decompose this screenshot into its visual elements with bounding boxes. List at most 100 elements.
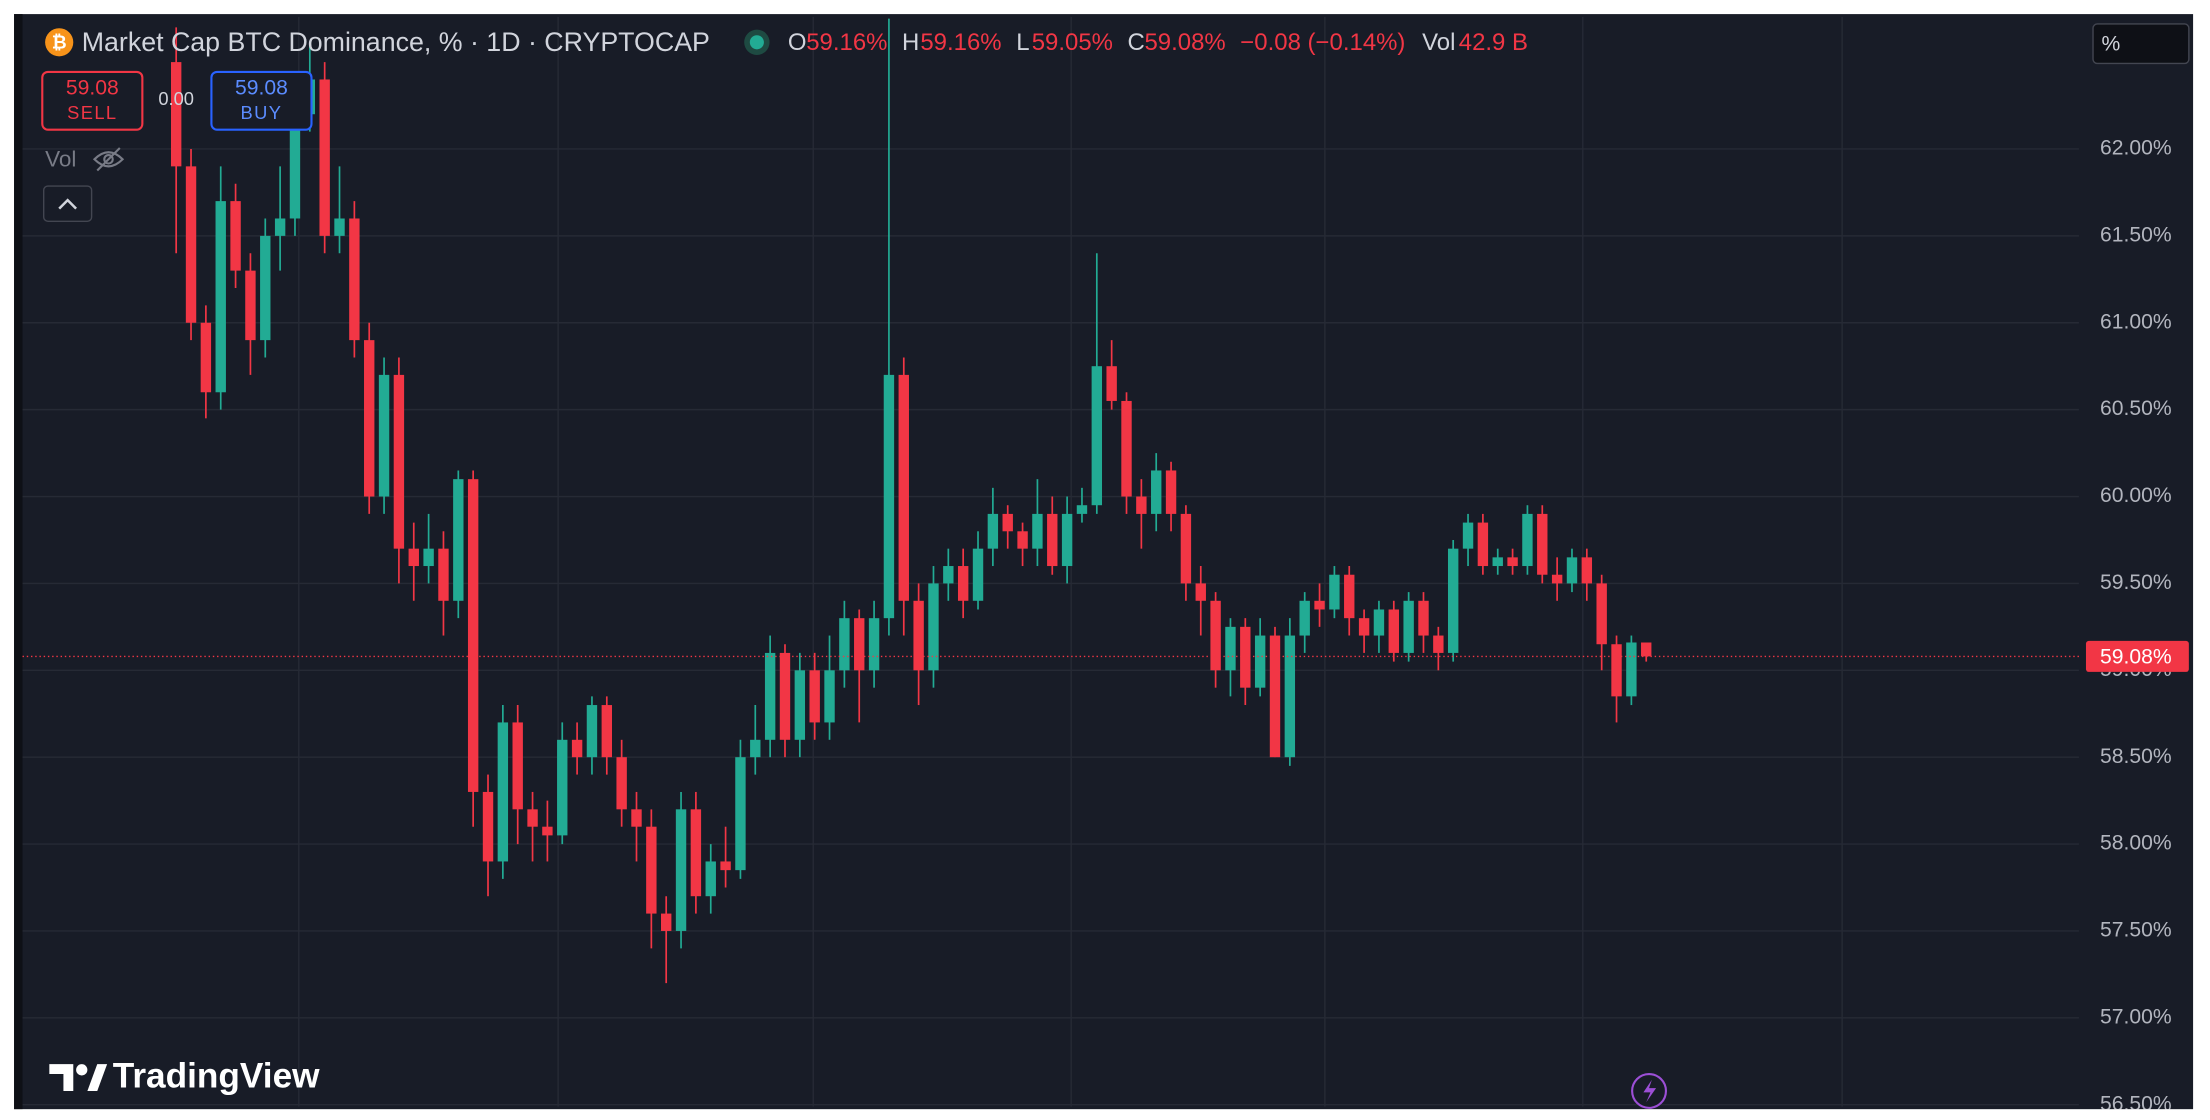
buy-button[interactable]: 59.08 BUY <box>210 70 313 131</box>
candle-body <box>1284 635 1296 758</box>
chart-title: Market Cap BTC Dominance, % · 1D · CRYPT… <box>82 27 710 57</box>
candle-body <box>1091 366 1103 506</box>
candle-body <box>616 757 627 810</box>
sell-price[interactable]: 59.08 <box>66 76 119 99</box>
candle-body <box>512 722 523 810</box>
change: −0.08 (−0.14%) <box>1240 29 1405 56</box>
candle-body <box>1180 513 1192 584</box>
buy-box[interactable] <box>210 70 313 131</box>
candle-body <box>1299 600 1310 636</box>
sell-label[interactable]: SELL <box>67 102 117 123</box>
candle-body <box>542 826 553 836</box>
candle-body <box>660 913 672 931</box>
btc-icon <box>45 28 74 57</box>
candle-body <box>260 235 271 341</box>
collapse-box[interactable] <box>42 185 93 222</box>
candle-body <box>1373 609 1385 636</box>
logo-mark <box>76 1064 88 1076</box>
candle-body <box>824 670 835 723</box>
chevron[interactable] <box>58 198 78 210</box>
candle-body <box>1002 513 1013 532</box>
eye-pupil[interactable] <box>103 153 114 165</box>
candle-body <box>274 218 286 236</box>
candle-body <box>1447 548 1459 653</box>
candle-body <box>557 739 568 836</box>
ohlc-value: 59.05% <box>1032 29 1113 56</box>
candle-body <box>1106 366 1117 401</box>
candle-body <box>1522 513 1533 567</box>
candle-body <box>779 652 791 740</box>
collapse-button[interactable] <box>42 185 93 222</box>
candle-body <box>794 670 806 740</box>
y-tick-label: 58.50% <box>2100 745 2172 768</box>
candle-body <box>1151 470 1162 514</box>
candle-body <box>185 166 197 323</box>
scale-box[interactable] <box>2092 23 2190 65</box>
bottom-margin <box>0 1109 2210 1120</box>
candle-body <box>1388 609 1399 653</box>
candle-body <box>898 374 909 601</box>
ohlc-label: L <box>1016 29 1029 56</box>
y-tick-label: 60.50% <box>2100 397 2172 420</box>
buy-price[interactable]: 59.08 <box>235 76 288 99</box>
candle-body <box>854 618 865 671</box>
scale-label[interactable]: % <box>2101 33 2120 56</box>
sell-button[interactable]: 59.08 SELL <box>41 70 144 131</box>
candle-body <box>364 340 375 497</box>
btc-icon-glyph: ₿ <box>52 32 67 53</box>
candle-body <box>393 374 405 549</box>
logo: TradingView <box>49 1057 320 1096</box>
ohlc-label: O <box>788 29 807 56</box>
candle-body <box>1492 557 1503 567</box>
candle-body <box>764 652 776 740</box>
volume-value: 42.9 B <box>1459 29 1528 56</box>
candle-body <box>334 218 345 236</box>
candle-body <box>408 548 419 567</box>
candle-body <box>453 479 464 601</box>
candle-body <box>1626 642 1637 697</box>
ohlc-label: H <box>902 29 919 56</box>
candle-body <box>631 809 642 827</box>
y-tick-label: 61.00% <box>2100 310 2172 333</box>
candle-body <box>809 670 820 723</box>
last-price-box <box>2085 640 2189 672</box>
scale-button[interactable]: % <box>2092 23 2190 65</box>
candle-body <box>1314 600 1325 610</box>
volume-label: Vol <box>1422 29 1455 56</box>
candle-body <box>571 739 583 758</box>
candle-body <box>215 201 226 393</box>
logo-mark <box>87 1064 108 1091</box>
candle-body <box>1358 618 1370 636</box>
candle-body <box>230 201 241 271</box>
lightning-icon[interactable] <box>1643 1079 1657 1103</box>
candle-body <box>1477 522 1489 567</box>
candles <box>170 18 1652 984</box>
hide-icon[interactable] <box>92 147 125 172</box>
sell-box[interactable] <box>41 70 144 131</box>
lightning-button[interactable] <box>1631 1072 1668 1109</box>
candle-body <box>601 705 612 758</box>
candle-body <box>883 374 895 619</box>
candle-body <box>868 618 880 671</box>
logo-mark <box>49 1064 74 1091</box>
y-tick-label: 61.50% <box>2100 223 2172 246</box>
candle-body <box>170 62 182 167</box>
status-dot <box>749 35 764 50</box>
price-grid <box>22 148 2079 1106</box>
candle-body <box>1611 644 1622 697</box>
candle-body <box>690 809 702 897</box>
y-tick-label: 60.00% <box>2100 484 2172 507</box>
candle-body <box>482 791 494 862</box>
buy-label[interactable]: BUY <box>241 102 283 123</box>
indicator-label: Vol <box>45 147 76 172</box>
candle-body <box>1403 600 1414 653</box>
candle-body <box>1418 600 1429 636</box>
candle-body <box>497 722 509 862</box>
eye-slash[interactable] <box>96 147 121 172</box>
candle-body <box>705 861 716 897</box>
candle-body <box>1195 583 1206 601</box>
ohlc-value: 59.16% <box>920 29 1001 56</box>
candle-body <box>586 705 598 758</box>
candle-body <box>1344 574 1355 619</box>
